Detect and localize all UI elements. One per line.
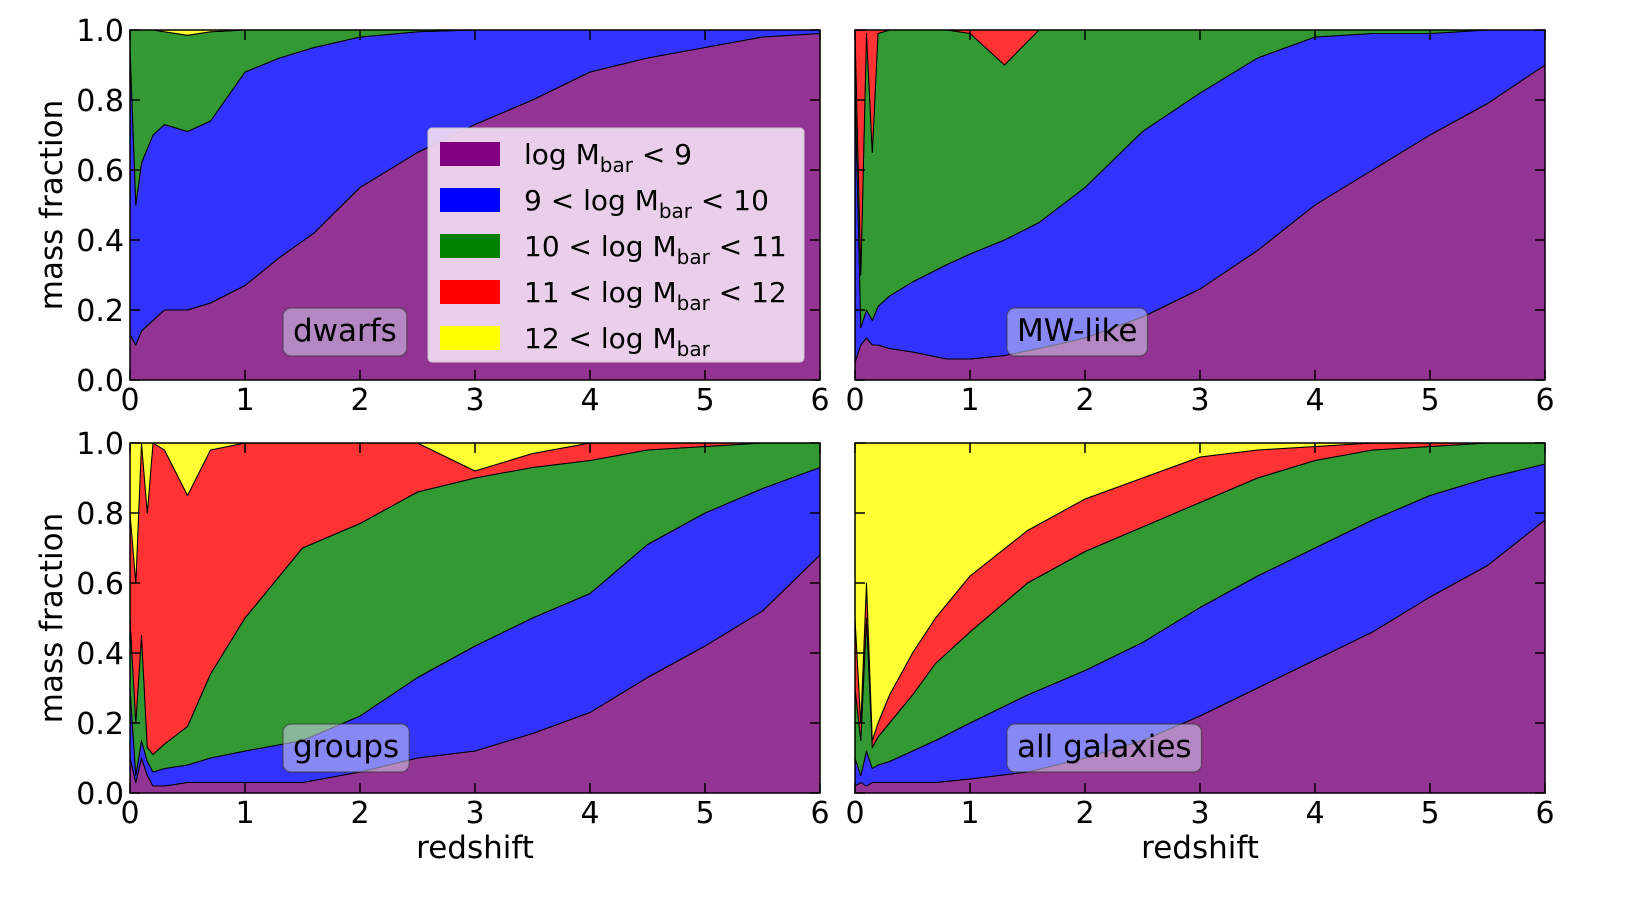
panel-label: dwarfs xyxy=(282,307,408,357)
legend-swatch xyxy=(440,280,500,304)
x-tick-label: 5 xyxy=(1420,796,1439,831)
legend-label-rest: < 11 xyxy=(710,230,787,263)
x-tick-label: 3 xyxy=(465,796,484,831)
x-tick-label: 3 xyxy=(465,383,484,418)
x-tick-label: 4 xyxy=(580,383,599,418)
panel-mw-like: 0 1 2 3 4 5 6 MW-like xyxy=(845,29,1555,418)
area-layer xyxy=(855,30,1545,380)
x-tick-label: 4 xyxy=(580,796,599,831)
y-tick-label: 0.0 xyxy=(76,777,124,812)
y-tick-label: 0.6 xyxy=(76,567,124,602)
x-tick-label: 5 xyxy=(695,383,714,418)
legend-item: 11 < log Mbar < 12 xyxy=(440,276,787,315)
legend-swatch xyxy=(440,326,500,350)
x-tick-label: 5 xyxy=(1420,383,1439,418)
y-tick-label: 1.0 xyxy=(76,14,124,49)
x-tick-label: 6 xyxy=(810,796,829,831)
panel-label-text: dwarfs xyxy=(293,313,397,349)
legend-swatch xyxy=(440,142,500,166)
x-tick-label: 2 xyxy=(350,796,369,831)
area-band-4 xyxy=(855,443,1545,741)
legend-label-rest: < 12 xyxy=(710,276,787,309)
x-tick-label: 3 xyxy=(1190,796,1209,831)
legend-item: log Mbar < 9 xyxy=(440,138,692,177)
panel-label: groups xyxy=(282,723,410,773)
legend-swatch xyxy=(440,234,500,258)
x-tick-label: 1 xyxy=(235,383,254,418)
legend-label-rest: < 9 xyxy=(633,138,692,171)
legend-label-main: 12 < log M xyxy=(524,322,677,355)
legend-label: 11 < log Mbar < 12 xyxy=(524,276,787,315)
area-layer xyxy=(130,443,820,793)
y-axis-title: mass fraction xyxy=(34,100,70,310)
area-band-2 xyxy=(855,30,1545,328)
x-tick-label: 5 xyxy=(695,796,714,831)
x-tick-label: 3 xyxy=(1190,383,1209,418)
legend-label: 12 < log Mbar xyxy=(524,322,711,361)
x-tick-label: 0 xyxy=(845,796,864,831)
x-tick-label: 0 xyxy=(120,383,139,418)
x-tick-label: 1 xyxy=(960,383,979,418)
x-tick-label: 0 xyxy=(120,796,139,831)
x-tick-label: 1 xyxy=(235,796,254,831)
x-axis-title: redshift xyxy=(1141,830,1259,866)
x-tick-label: 2 xyxy=(350,383,369,418)
area-layer xyxy=(855,443,1545,793)
panel-label-box xyxy=(282,307,408,357)
x-tick-label: 1 xyxy=(960,796,979,831)
y-tick-label: 0.0 xyxy=(76,364,124,399)
x-axis-title: redshift xyxy=(416,830,534,866)
legend-label-sub: bar xyxy=(600,153,634,177)
legend-frame xyxy=(427,127,805,363)
x-tick-label: 6 xyxy=(1535,796,1554,831)
panels-layer: 0 1 2 3 4 5 6 0.0 0.2 0.4 0.6 0.8 1.0 mass fraction dw… xyxy=(34,14,1555,866)
x-tick-label: 2 xyxy=(1075,383,1094,418)
legend-label: 9 < log Mbar < 10 xyxy=(524,184,769,223)
panel-label: MW-like xyxy=(1006,307,1149,357)
y-tick-label: 0.2 xyxy=(76,294,124,329)
legend-label-sub: bar xyxy=(677,291,711,315)
x-tick-label: 6 xyxy=(1535,383,1554,418)
y-tick-label: 0.2 xyxy=(76,707,124,742)
y-tick-label: 0.8 xyxy=(76,497,124,532)
legend-label-main: log M xyxy=(524,138,600,171)
legend-label-rest: < 10 xyxy=(692,184,769,217)
panel-label-text: MW-like xyxy=(1017,313,1137,349)
legend-item: 10 < log Mbar < 11 xyxy=(440,230,787,269)
y-tick-label: 0.4 xyxy=(76,637,124,672)
panel-all-galaxies: 0 1 2 3 4 5 6 redshift all galaxies xyxy=(845,442,1555,866)
panel-label-box xyxy=(1006,723,1203,773)
y-tick-label: 0.8 xyxy=(76,84,124,119)
panel-label-text: all galaxies xyxy=(1017,729,1192,765)
legend-item: 12 < log Mbar xyxy=(440,322,711,361)
y-tick-label: 0.6 xyxy=(76,154,124,189)
y-axis-title: mass fraction xyxy=(34,513,70,723)
legend-label-main: 11 < log M xyxy=(524,276,677,309)
legend-label-sub: bar xyxy=(659,199,693,223)
panel-label-box xyxy=(1006,307,1149,357)
legend-label: log Mbar < 9 xyxy=(524,138,692,177)
legend-label-main: 10 < log M xyxy=(524,230,677,263)
legend-label-sub: bar xyxy=(677,337,711,361)
x-tick-label: 2 xyxy=(1075,796,1094,831)
x-tick-label: 0 xyxy=(845,383,864,418)
area-band-4 xyxy=(130,443,820,584)
x-tick-label: 4 xyxy=(1305,383,1324,418)
legend-swatch xyxy=(440,188,500,212)
panel-groups: 0 1 2 3 4 5 6 0.0 0.2 0.4 0.6 0.8 1.0 mass fraction re… xyxy=(34,427,830,866)
legend-label: 10 < log Mbar < 11 xyxy=(524,230,787,269)
legend-item: 9 < log Mbar < 10 xyxy=(440,184,769,223)
panel-label: all galaxies xyxy=(1006,723,1203,773)
y-tick-label: 1.0 xyxy=(76,427,124,462)
y-tick-label: 0.4 xyxy=(76,224,124,259)
panel-label-box xyxy=(282,723,410,773)
legend-label-sub: bar xyxy=(677,245,711,269)
x-tick-label: 6 xyxy=(810,383,829,418)
x-tick-label: 4 xyxy=(1305,796,1324,831)
legend-label-main: 9 < log M xyxy=(524,184,659,217)
panel-label-text: groups xyxy=(293,729,399,765)
